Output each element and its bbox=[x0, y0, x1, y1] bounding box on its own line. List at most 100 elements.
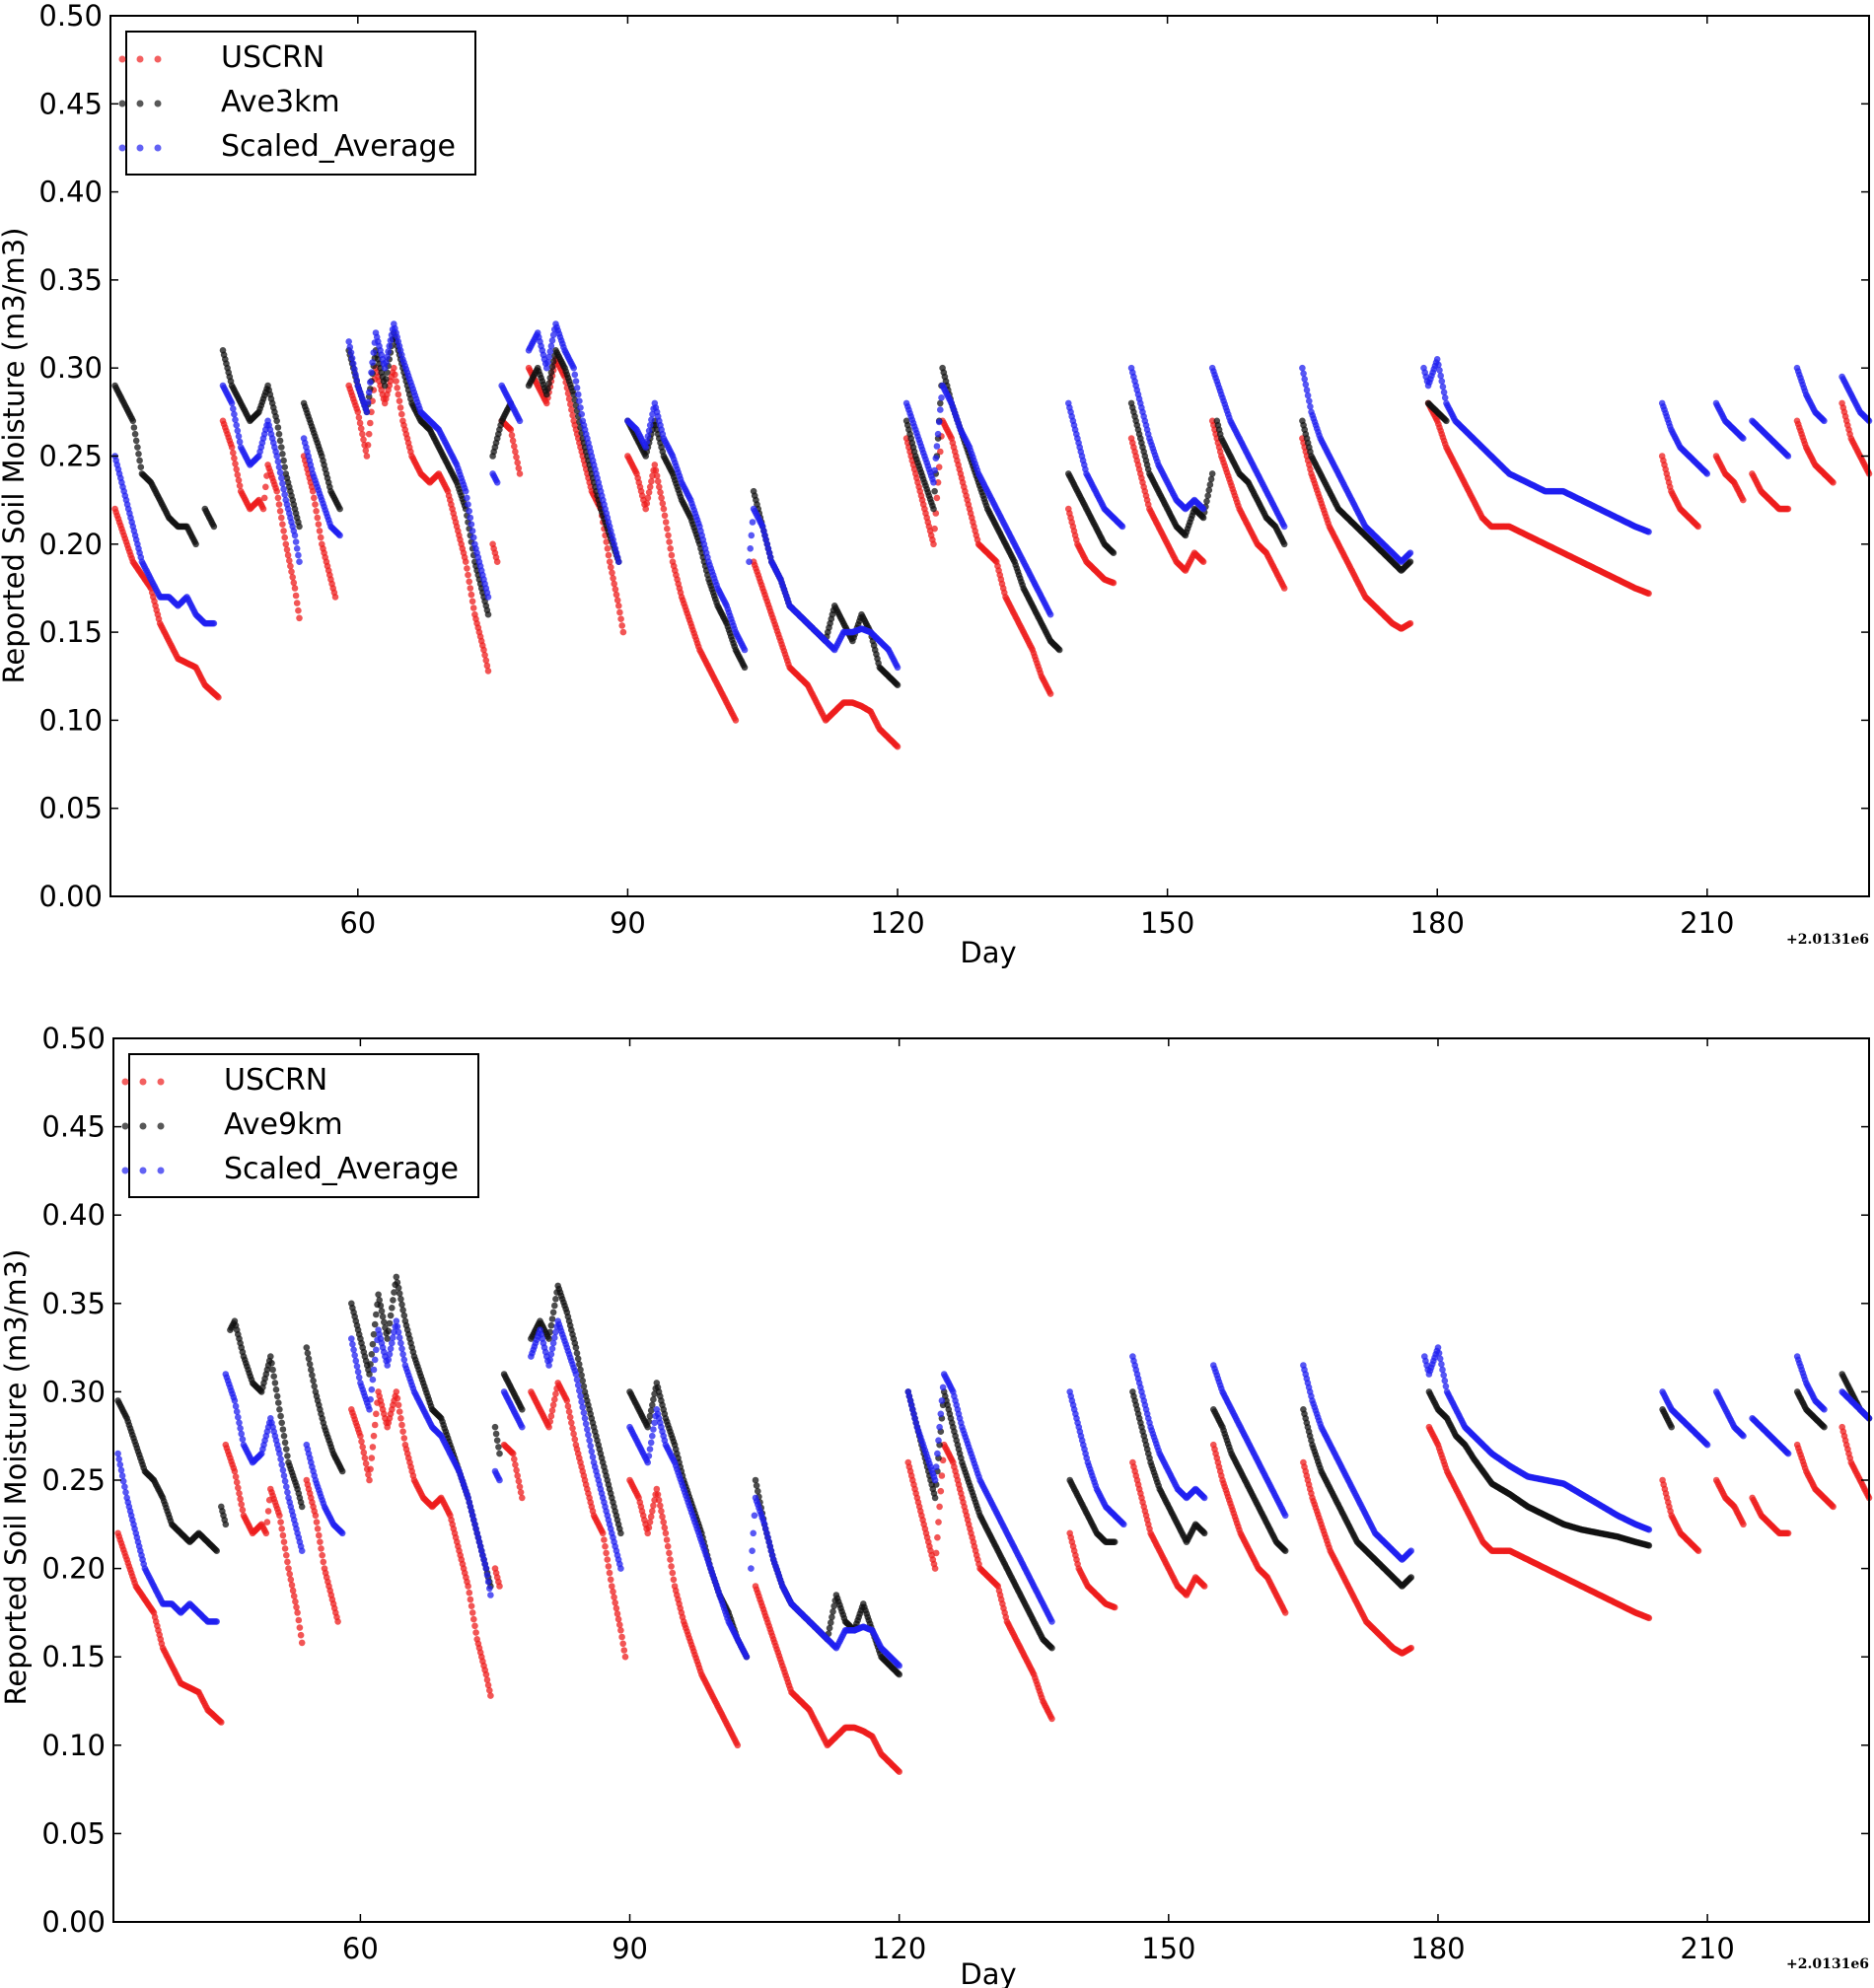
data-point bbox=[1406, 558, 1414, 565]
data-point bbox=[894, 743, 901, 750]
data-point bbox=[493, 558, 501, 565]
data-point bbox=[273, 453, 281, 460]
data-point bbox=[1301, 376, 1308, 383]
data-point bbox=[1307, 403, 1314, 410]
data-point bbox=[646, 421, 654, 429]
data-point bbox=[931, 1565, 939, 1572]
data-point bbox=[280, 457, 287, 464]
data-point bbox=[465, 571, 471, 579]
data-point bbox=[665, 532, 672, 539]
data-point bbox=[233, 465, 240, 473]
data-point bbox=[516, 1483, 524, 1490]
data-point bbox=[469, 533, 477, 541]
data-point bbox=[238, 1501, 245, 1508]
data-point bbox=[360, 1449, 368, 1456]
chart-top-svg: 60 90 120 150 180 2100.000.050.100.150.200.25… bbox=[0, 0, 1873, 969]
data-point bbox=[289, 574, 297, 581]
data-point bbox=[349, 360, 357, 368]
data-point bbox=[468, 521, 475, 528]
y-tick-label: 0.00 bbox=[38, 880, 103, 913]
data-point bbox=[239, 1506, 247, 1514]
data-point bbox=[286, 1570, 294, 1578]
data-point bbox=[286, 557, 293, 564]
data-point bbox=[645, 489, 653, 496]
data-point bbox=[280, 1538, 288, 1545]
data-point bbox=[357, 425, 365, 432]
data-point bbox=[381, 364, 389, 372]
data-point bbox=[218, 1719, 225, 1726]
data-point bbox=[657, 489, 664, 496]
data-point bbox=[472, 1629, 479, 1636]
data-point bbox=[287, 562, 294, 570]
data-point bbox=[519, 1494, 526, 1502]
data-point bbox=[290, 1593, 298, 1599]
data-point bbox=[746, 558, 753, 565]
data-point bbox=[648, 416, 655, 424]
data-point bbox=[517, 1489, 525, 1496]
data-point bbox=[646, 483, 654, 491]
data-point bbox=[351, 366, 358, 373]
data-point bbox=[1645, 529, 1652, 535]
data-point bbox=[470, 1615, 477, 1623]
data-point bbox=[399, 1428, 406, 1435]
chart-bottom-svg: 60 90 120 150 180 2100.000.050.100.150.200.25… bbox=[0, 1022, 1873, 1988]
data-point bbox=[516, 417, 524, 425]
data-point bbox=[295, 1616, 303, 1624]
data-point bbox=[233, 1478, 241, 1486]
data-point bbox=[293, 600, 301, 606]
data-point bbox=[659, 1513, 666, 1521]
data-point bbox=[275, 430, 283, 438]
data-point bbox=[297, 1631, 305, 1639]
data-point bbox=[605, 1563, 613, 1570]
data-point bbox=[280, 485, 287, 493]
data-point bbox=[657, 1502, 664, 1510]
data-point bbox=[663, 1536, 671, 1543]
data-point bbox=[1438, 378, 1446, 385]
data-point bbox=[932, 455, 940, 462]
data-point bbox=[658, 494, 665, 502]
data-point bbox=[296, 558, 303, 565]
data-point bbox=[370, 349, 378, 356]
data-point bbox=[289, 1587, 297, 1595]
y-tick-label: 0.45 bbox=[38, 87, 103, 120]
data-point bbox=[396, 397, 403, 405]
data-point bbox=[471, 1622, 478, 1630]
data-point bbox=[394, 385, 401, 391]
data-point bbox=[578, 410, 585, 418]
data-point bbox=[215, 693, 222, 701]
data-point bbox=[543, 399, 550, 407]
data-point bbox=[1110, 549, 1117, 556]
data-point bbox=[295, 606, 302, 614]
data-point bbox=[287, 1576, 295, 1584]
data-point bbox=[511, 443, 518, 450]
data-point bbox=[568, 1419, 575, 1427]
data-point bbox=[571, 1436, 579, 1443]
data-point bbox=[565, 395, 573, 402]
data-point bbox=[278, 474, 285, 482]
data-point bbox=[365, 1471, 372, 1478]
data-point bbox=[544, 386, 551, 392]
data-point bbox=[228, 444, 236, 451]
data-point bbox=[619, 1640, 626, 1648]
data-point bbox=[649, 472, 656, 479]
data-point bbox=[275, 463, 283, 471]
data-point bbox=[395, 1401, 402, 1409]
data-point bbox=[465, 501, 471, 508]
data-point bbox=[236, 482, 244, 489]
data-point bbox=[331, 594, 339, 601]
data-point bbox=[393, 378, 399, 385]
data-point bbox=[935, 463, 943, 471]
data-point bbox=[514, 1472, 521, 1479]
data-point bbox=[481, 652, 488, 659]
data-point bbox=[132, 437, 140, 445]
legend-marker-USCRN bbox=[118, 55, 126, 63]
data-point bbox=[274, 424, 282, 431]
y-axis-title: Reported Soil Moisture (m3/m3) bbox=[0, 228, 31, 684]
data-point bbox=[576, 397, 583, 405]
data-point bbox=[233, 421, 240, 429]
data-point bbox=[613, 597, 621, 604]
data-point bbox=[660, 1519, 667, 1526]
data-point bbox=[1784, 453, 1792, 460]
data-point bbox=[569, 411, 576, 419]
data-point bbox=[316, 1531, 323, 1539]
